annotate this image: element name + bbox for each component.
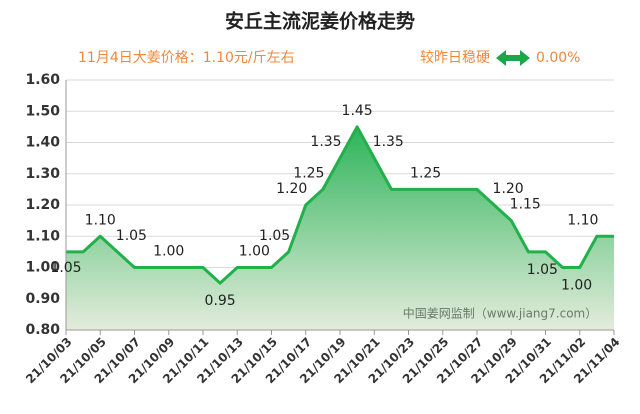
data-label: 1.05: [259, 228, 290, 244]
change-label: 较昨日稳硬: [420, 50, 490, 66]
y-tick-label: 1.50: [25, 103, 60, 119]
data-label: 1.00: [239, 244, 270, 260]
data-label: 1.10: [85, 212, 116, 228]
y-tick-label: 1.00: [25, 260, 60, 276]
data-label: 1.20: [276, 181, 307, 197]
data-label: 1.00: [153, 244, 184, 260]
subtitle: 11月4日大姜价格：1.10元/斤左右: [78, 50, 295, 66]
data-label: 1.05: [527, 262, 558, 278]
data-label: 1.25: [410, 165, 441, 181]
y-tick-label: 1.40: [25, 135, 60, 151]
area: [66, 126, 614, 330]
line: [66, 125, 614, 285]
watermark: 中国姜网监制（www.jiang7.com）: [403, 306, 597, 321]
data-label: 1.35: [310, 134, 341, 150]
change-value: 0.00%: [536, 50, 580, 66]
data-label: 1.00: [561, 278, 592, 294]
data-label: 1.05: [50, 260, 81, 276]
y-tick-label: 1.60: [25, 72, 60, 88]
data-label: 1.10: [567, 212, 598, 228]
y-tick-label: 1.10: [25, 228, 60, 244]
data-label: 1.25: [293, 165, 324, 181]
data-label: 1.35: [373, 134, 404, 150]
y-tick-label: 0.80: [25, 322, 60, 338]
data-label: 1.05: [116, 228, 147, 244]
data-label: 1.45: [342, 103, 373, 119]
chart-title: 安丘主流泥姜价格走势: [225, 10, 415, 33]
data-label: 1.15: [510, 197, 541, 213]
y-tick-label: 1.20: [25, 197, 60, 213]
arrow-icon: [496, 50, 530, 66]
y-tick-label: 1.30: [25, 166, 60, 182]
y-tick-label: 0.90: [25, 291, 60, 307]
data-label: 0.95: [205, 293, 236, 309]
data-label: 1.20: [493, 181, 524, 197]
